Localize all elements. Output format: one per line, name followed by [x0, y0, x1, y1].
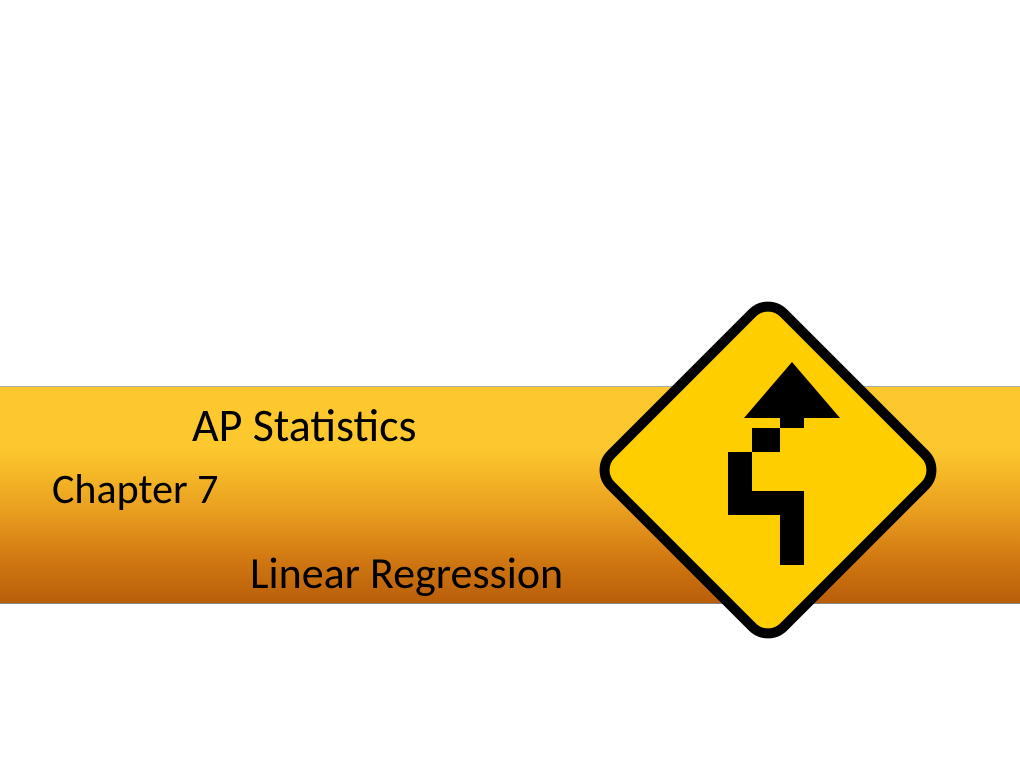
slide-subtitle: Linear Regression [250, 546, 563, 600]
warning-sign-icon [578, 280, 958, 660]
slide-chapter: Chapter 7 [52, 464, 218, 515]
slide-title: AP Statistics [192, 398, 417, 454]
